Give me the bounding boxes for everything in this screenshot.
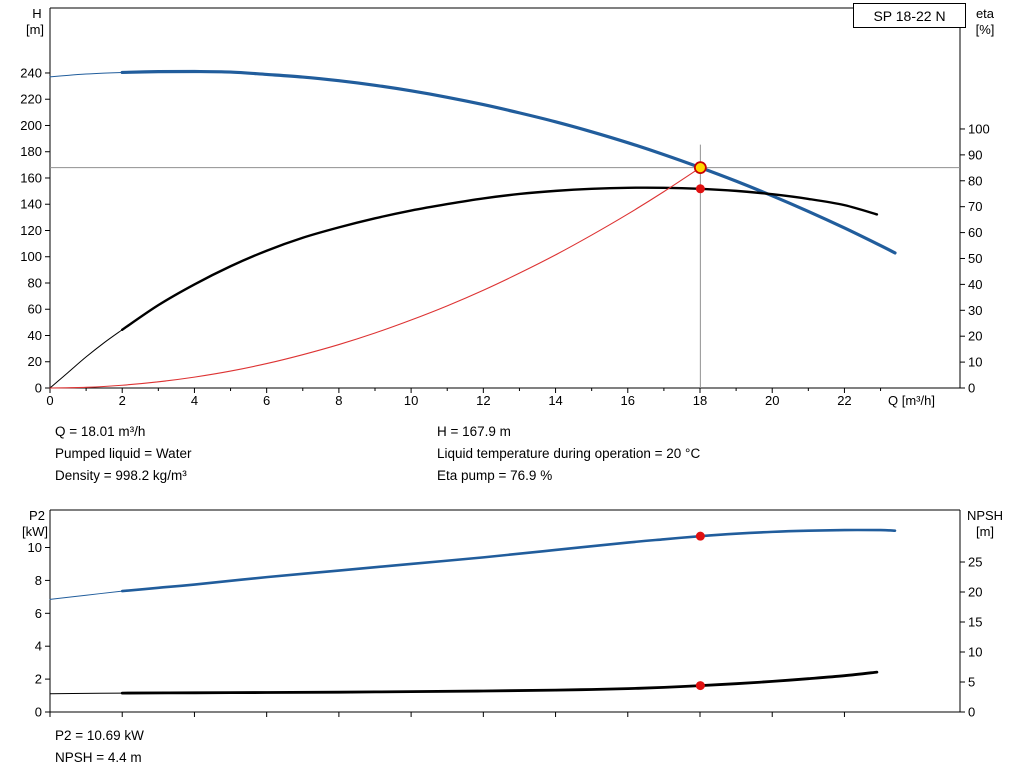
head-curve xyxy=(120,69,897,255)
right-tick-label: 0 xyxy=(968,705,975,720)
npsh-curve xyxy=(49,692,123,695)
head-curve xyxy=(49,71,123,78)
npsh-value: NPSH = 4.4 m xyxy=(55,750,142,765)
system-curve xyxy=(49,167,701,389)
left-axis-unit: [kW] xyxy=(22,524,48,539)
left-tick-label: 2 xyxy=(35,672,42,687)
right-tick-label: 20 xyxy=(968,329,982,344)
right-axis-title: eta xyxy=(976,6,995,21)
pump-type-label: SP 18-22 N xyxy=(873,7,946,24)
left-tick-label: 200 xyxy=(20,118,42,133)
right-tick-label: 70 xyxy=(968,199,982,214)
x-tick-label: 10 xyxy=(404,393,418,408)
right-tick-label: 25 xyxy=(968,555,982,570)
liquid-temperature: Liquid temperature during operation = 20… xyxy=(437,446,701,461)
head-efficiency-chart: 0 2 4 6 8 10 12 14 16 18 20 22 Q [m³/h]0204060801001… xyxy=(20,6,995,408)
pump-type-badge: SP 18-22 N xyxy=(853,3,966,28)
right-tick-label: 80 xyxy=(968,173,982,188)
power-point-marker xyxy=(695,531,705,541)
right-tick-label: 15 xyxy=(968,615,982,630)
left-tick-label: 10 xyxy=(28,540,42,555)
left-tick-label: 60 xyxy=(28,302,42,317)
left-tick-label: 220 xyxy=(20,92,42,107)
p2-value: P2 = 10.69 kW xyxy=(55,728,144,743)
x-tick-label: 12 xyxy=(476,393,490,408)
right-axis-title: NPSH xyxy=(967,508,1003,523)
left-tick-label: 0 xyxy=(35,705,42,720)
x-tick-label: 18 xyxy=(693,393,707,408)
eta-pump-value: Eta pump = 76.9 % xyxy=(437,468,553,483)
left-tick-label: 20 xyxy=(28,354,42,369)
x-tick-label: 20 xyxy=(765,393,779,408)
left-tick-label: 40 xyxy=(28,328,42,343)
left-tick-label: 80 xyxy=(28,275,42,290)
left-tick-label: 4 xyxy=(35,639,42,654)
right-tick-label: 30 xyxy=(968,303,982,318)
left-tick-label: 120 xyxy=(20,223,42,238)
right-tick-label: 20 xyxy=(968,585,982,600)
x-axis-label: Q [m³/h] xyxy=(888,393,935,408)
right-axis-unit: [%] xyxy=(976,22,995,37)
left-tick-label: 8 xyxy=(35,573,42,588)
left-tick-label: 0 xyxy=(35,381,42,396)
x-tick-label: 16 xyxy=(621,393,635,408)
right-tick-label: 40 xyxy=(968,277,982,292)
left-tick-label: 6 xyxy=(35,606,42,621)
right-tick-label: 0 xyxy=(968,381,975,396)
power-curve xyxy=(49,590,123,600)
power-curve xyxy=(120,528,897,593)
x-tick-label: 0 xyxy=(46,393,53,408)
eta-point-marker xyxy=(695,184,705,194)
right-tick-label: 10 xyxy=(968,355,982,370)
right-tick-label: 10 xyxy=(968,645,982,660)
left-tick-label: 140 xyxy=(20,197,42,212)
efficiency-curve xyxy=(121,186,879,331)
right-tick-label: 100 xyxy=(968,121,990,136)
left-tick-label: 100 xyxy=(20,249,42,264)
left-tick-label: 160 xyxy=(20,170,42,185)
npsh-curve xyxy=(120,670,879,695)
right-tick-label: 60 xyxy=(968,225,982,240)
left-tick-label: 180 xyxy=(20,144,42,159)
right-tick-label: 5 xyxy=(968,675,975,690)
duty-point-marker xyxy=(693,161,707,175)
left-axis-title: H xyxy=(32,6,41,21)
left-tick-label: 240 xyxy=(20,65,42,80)
left-axis-title: P2 xyxy=(29,508,45,523)
left-axis-unit: [m] xyxy=(26,22,44,37)
head-value: H = 167.9 m xyxy=(437,424,511,439)
npsh-point-marker xyxy=(695,681,705,691)
right-tick-label: 90 xyxy=(968,147,982,162)
x-tick-label: 4 xyxy=(191,393,198,408)
right-axis-unit: [m] xyxy=(976,524,994,539)
pumped-liquid: Pumped liquid = Water xyxy=(55,446,192,461)
density-value: Density = 998.2 kg/m³ xyxy=(55,468,187,483)
flow-value: Q = 18.01 m³/h xyxy=(55,424,146,439)
x-tick-label: 22 xyxy=(837,393,851,408)
right-tick-label: 50 xyxy=(968,251,982,266)
power-npsh-chart: 0 2 4 6 8 10 0 5 10 15 20 25 P2[kW] NPSH[m] xyxy=(22,508,1003,720)
x-tick-label: 8 xyxy=(335,393,342,408)
x-tick-label: 14 xyxy=(548,393,562,408)
efficiency-curve xyxy=(49,329,123,389)
x-tick-label: 6 xyxy=(263,393,270,408)
x-tick-label: 2 xyxy=(119,393,126,408)
